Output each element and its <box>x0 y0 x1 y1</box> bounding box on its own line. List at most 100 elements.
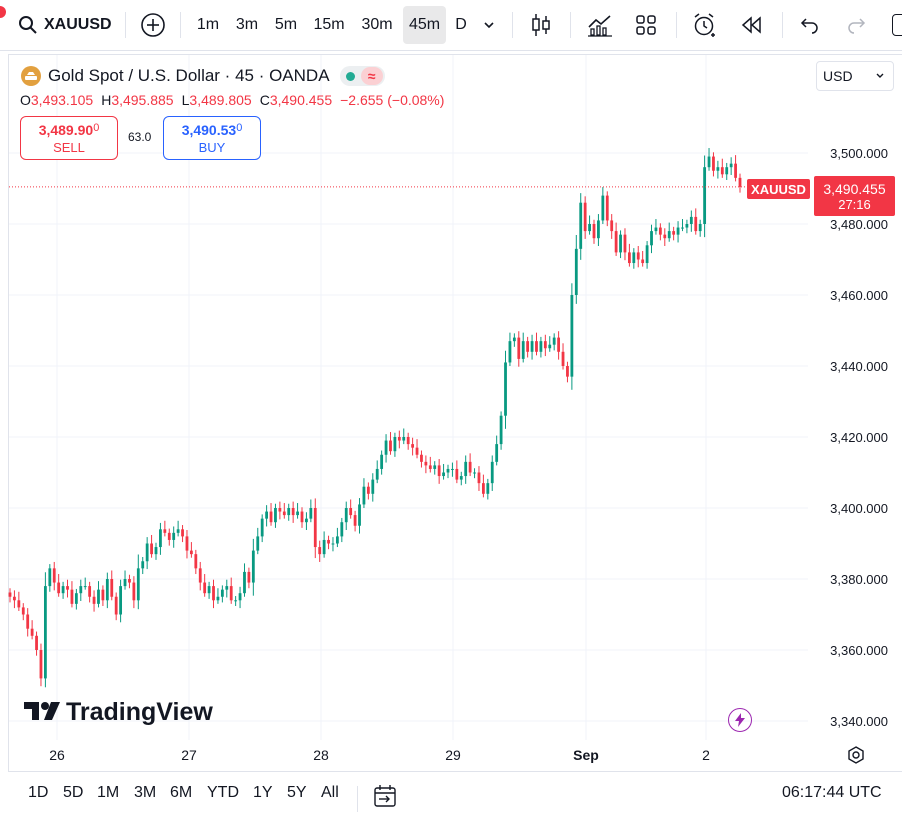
range-ytd[interactable]: YTD <box>207 784 239 801</box>
candle-body <box>592 224 596 239</box>
sell-label: SELL <box>53 139 85 155</box>
undo-button[interactable] <box>792 6 826 44</box>
price-axis-label: 3,480.000 <box>830 217 888 232</box>
market-status-badge[interactable]: ≈ <box>339 66 385 86</box>
candle-body <box>198 568 202 583</box>
separator <box>180 12 181 38</box>
candle-body <box>145 543 149 562</box>
interval-5m[interactable]: 5m <box>274 16 298 33</box>
layouts-button[interactable] <box>628 6 664 44</box>
candle-body <box>207 586 211 594</box>
candle-body <box>561 351 565 366</box>
symbol-search-button[interactable]: XAUUSD <box>18 6 112 44</box>
candle-body <box>393 437 397 452</box>
candle-body <box>455 468 459 480</box>
range-5d[interactable]: 5D <box>63 784 84 801</box>
compare-symbol-button[interactable] <box>137 6 169 44</box>
candle-body <box>35 635 38 650</box>
candle-body <box>601 195 605 221</box>
candle-body <box>260 518 264 537</box>
interval-3m[interactable]: 3m <box>235 16 259 33</box>
utc-clock[interactable]: 06:17:44 UTC <box>782 784 882 801</box>
symbol-price-label: XAUUSD <box>747 179 810 199</box>
interval-15m[interactable]: 15m <box>313 16 345 33</box>
panel-edge-button[interactable] <box>892 14 902 36</box>
interval-45m[interactable]: 45m <box>403 6 446 44</box>
candle-body <box>698 224 702 232</box>
candle-body <box>114 596 118 615</box>
currency-select[interactable]: USD <box>816 61 894 91</box>
candle-body <box>663 234 667 239</box>
candle-body <box>110 579 114 597</box>
candle-body <box>627 252 631 264</box>
lightning-button[interactable] <box>728 708 752 732</box>
close-label: C <box>259 92 270 108</box>
go-to-date-button[interactable] <box>372 783 398 809</box>
candle-body <box>349 508 353 516</box>
range-1d[interactable]: 1D <box>28 784 49 801</box>
replay-button[interactable] <box>734 6 770 44</box>
interval-30m[interactable]: 30m <box>361 16 393 33</box>
candle-body <box>720 167 724 175</box>
grid-icon <box>636 15 656 35</box>
candle-body <box>92 596 96 604</box>
candle-body <box>486 483 490 494</box>
candle-body <box>212 586 215 601</box>
tradingview-logo[interactable]: TradingView <box>24 696 226 726</box>
redo-button[interactable] <box>840 6 874 44</box>
candle-body <box>667 231 671 239</box>
price-axis-label: 3,340.000 <box>830 714 888 729</box>
candle-body <box>526 341 530 352</box>
bar-countdown: 27:16 <box>838 196 871 212</box>
tradingview-mark-icon <box>24 702 60 720</box>
price-axis-label: 3,360.000 <box>830 643 888 658</box>
interval-1m[interactable]: 1m <box>196 16 220 33</box>
candle-body <box>52 568 56 583</box>
candle-body <box>672 231 676 235</box>
candle-body <box>123 579 127 587</box>
candle-body <box>282 511 286 516</box>
top-toolbar: XAUUSD 1m 3m 5m 15m 30m 45m D <box>0 0 902 51</box>
candle-body <box>362 486 366 505</box>
range-1m[interactable]: 1M <box>97 784 120 801</box>
range-5y[interactable]: 5Y <box>287 784 307 801</box>
candle-body <box>8 592 12 597</box>
candle-body <box>159 529 162 548</box>
lightning-icon <box>735 713 745 727</box>
separator <box>512 12 513 38</box>
range-all[interactable]: All <box>321 784 339 801</box>
indicators-button[interactable] <box>582 6 618 44</box>
candle-body <box>738 177 742 187</box>
chart-pane[interactable] <box>8 54 902 823</box>
range-3m[interactable]: 3M <box>134 784 157 801</box>
last-price-tag: 3,490.455 27:16 <box>814 176 895 216</box>
ohlc-values: O 3,493.105 H 3,495.885 L 3,489.805 C 3,490.… <box>20 92 452 108</box>
candle-body <box>411 444 415 448</box>
candles-icon <box>532 14 550 36</box>
undo-icon <box>800 18 818 34</box>
sell-price-sup: 0 <box>93 121 100 134</box>
interval-d[interactable]: D <box>455 16 467 33</box>
candle-body <box>406 437 410 445</box>
time-axis-settings-button[interactable] <box>845 744 867 766</box>
sell-button[interactable]: 3,489.900 SELL <box>20 116 118 160</box>
range-6m[interactable]: 6M <box>170 784 193 801</box>
candle-body <box>451 468 454 470</box>
buy-button[interactable]: 3,490.530 BUY <box>163 116 261 160</box>
range-1y[interactable]: 1Y <box>253 784 273 801</box>
candle-body <box>154 547 158 555</box>
chart-type-button[interactable] <box>524 6 558 44</box>
candle-body <box>504 362 507 416</box>
last-price-value: 3,490.455 <box>823 180 886 197</box>
candle-body <box>61 586 65 594</box>
candle-body <box>420 454 423 462</box>
interval-dropdown[interactable] <box>476 6 502 44</box>
alert-button[interactable] <box>688 6 722 44</box>
chart-legend-title[interactable]: Gold Spot / U.S. Dollar · 45 · OANDA ≈ <box>20 64 385 88</box>
candle-body <box>322 539 326 555</box>
candle-body <box>70 589 74 604</box>
candle-body <box>247 571 251 583</box>
price-axis-label: 3,440.000 <box>830 359 888 374</box>
spread-value: 63.0 <box>128 130 152 144</box>
